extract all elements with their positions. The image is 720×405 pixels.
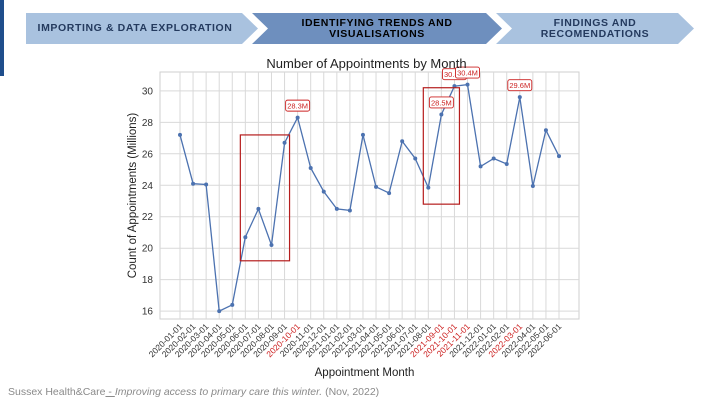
footer-source-date: (Nov, 2022) [322,386,380,398]
data-point [321,189,326,194]
footer-source-title: Improving access to primary care this wi… [114,386,323,398]
data-point [282,140,287,145]
data-point [413,156,418,161]
data-point [360,132,365,137]
process-step-findings: FINDINGS AND RECOMENDATIONS [496,13,694,44]
annotation-box [285,99,311,112]
data-point [204,182,209,187]
data-point [517,95,522,100]
data-point [530,184,535,189]
y-tick-label: 20 [142,244,154,255]
annotation-label: 29.6M [509,81,530,90]
y-tick-label: 18 [142,275,154,286]
y-tick-label: 16 [142,307,154,318]
data-point [217,309,222,314]
data-point [269,243,274,248]
highlight-box [422,87,461,205]
process-steps: IMPORTING & DATA EXPLORATION IDENTIFYING… [26,13,694,44]
chart-title: Number of Appointments by Month [266,56,466,71]
plot-area [159,71,580,320]
data-point [504,162,509,167]
y-tick-label: 24 [142,181,154,192]
source-footer: Sussex Health&Care - Improving access to… [8,386,379,398]
data-point [295,115,300,120]
annotation-label: 30.4M [457,69,478,78]
data-point [308,165,313,170]
footer-source-org: Sussex Health&Care [8,386,106,398]
data-point [243,235,248,240]
data-point [230,302,235,307]
y-tick-label: 22 [142,212,154,223]
data-point [374,184,379,189]
footer-separator: - [105,386,115,398]
y-tick-label: 26 [142,149,154,160]
annotation-box [428,96,454,109]
data-point [478,164,483,169]
data-point [491,156,496,161]
y-tick-label: 30 [142,86,154,97]
highlight-box [239,134,291,262]
x-axis-label: Appointment Month [315,367,415,379]
annotation-label: 28.5M [431,98,452,107]
y-axis-label: Count of Appointments (Millions) [127,113,139,279]
process-step-identifying-trends: IDENTIFYING TRENDS AND VISUALISATIONS [252,13,502,44]
data-point [178,132,182,137]
data-point [347,208,352,213]
data-point [400,139,405,144]
annotation-label: 28.3M [287,102,308,111]
data-point [439,112,444,117]
data-point [387,191,392,196]
y-tick-label: 28 [142,118,154,129]
annotation-label: 30.3M [444,70,465,79]
data-point [543,128,548,133]
accent-side-bar [0,0,4,76]
data-point [465,82,470,87]
data-point [557,154,561,159]
data-point [334,206,339,211]
series-line [179,83,560,313]
data-point [426,185,431,190]
data-point [256,206,261,211]
annotation-box [455,66,480,79]
data-point [191,181,196,186]
annotation-box [507,79,533,92]
process-step-importing: IMPORTING & DATA EXPLORATION [26,13,258,44]
